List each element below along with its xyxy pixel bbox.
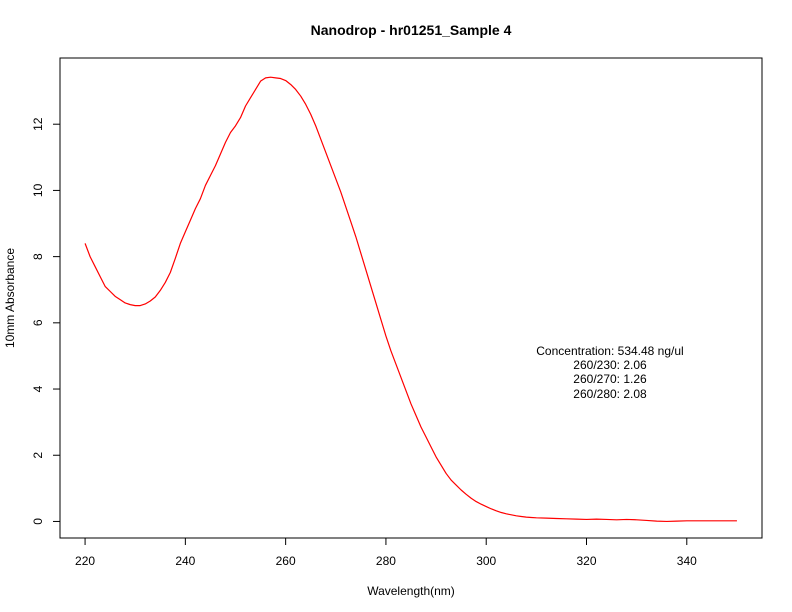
series-layer	[84, 76, 737, 523]
y-tick-label: 4	[31, 385, 45, 392]
x-axis-label: Wavelength(nm)	[367, 584, 455, 598]
y-tick-label: 12	[31, 117, 45, 131]
series-line	[84, 76, 737, 523]
x-tick-label: 320	[576, 554, 596, 568]
x-tick-label: 220	[75, 554, 95, 568]
x-tick-label: 240	[175, 554, 195, 568]
y-tick-label: 6	[31, 319, 45, 326]
y-axis-label: 10mm Absorbance	[3, 248, 17, 348]
y-axis: 0 2 4 6 8 10 12	[31, 117, 60, 525]
y-tick-label: 0	[31, 518, 45, 525]
x-tick-label: 300	[476, 554, 496, 568]
annotation-block: Concentration: 534.48 ng/ul 260/230: 2.0…	[536, 344, 683, 401]
chart-title: Nanodrop - hr01251_Sample 4	[311, 22, 512, 38]
annotation-260-280: 260/280: 2.08	[573, 387, 647, 401]
x-tick-label: 260	[276, 554, 296, 568]
annotation-260-270: 260/270: 1.26	[573, 372, 647, 386]
plot-frame	[59, 57, 763, 539]
y-tick-label: 8	[31, 253, 45, 260]
y-tick-label: 2	[31, 452, 45, 459]
x-axis: 220 240 260 280 300 320 340	[75, 538, 697, 568]
x-tick-label: 340	[677, 554, 697, 568]
x-tick-label: 280	[376, 554, 396, 568]
annotation-260-230: 260/230: 2.06	[573, 358, 647, 372]
annotation-concentration: Concentration: 534.48 ng/ul	[536, 344, 683, 358]
y-tick-label: 10	[31, 183, 45, 197]
